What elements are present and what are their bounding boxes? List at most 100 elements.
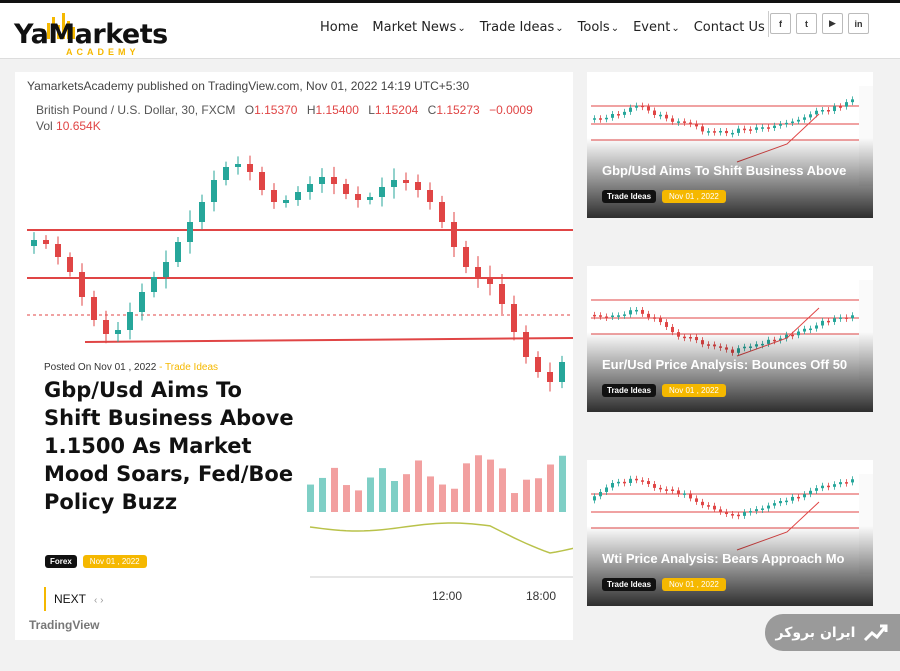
linkedin-icon[interactable]: in: [848, 13, 869, 34]
volume-bar: [535, 478, 542, 512]
mini-candle-body: [803, 117, 806, 120]
pager-arrows-icon[interactable]: ‹ ›: [94, 595, 104, 606]
candle-body: [463, 247, 469, 267]
mini-candle-body: [725, 130, 728, 134]
symbol-ohlc: British Pound / U.S. Dollar, 30, FXCM O1…: [36, 103, 533, 117]
side-post-title[interactable]: Gbp/Usd Aims To Shift Business Above: [602, 163, 847, 178]
oscillator-line: [309, 522, 573, 554]
side-post-card[interactable]: Eur/Usd Price Analysis: Bounces Off 50 T…: [587, 266, 873, 412]
volume-bar: [487, 459, 494, 512]
nav-tools[interactable]: Tools⌄: [577, 20, 620, 35]
mini-candle-body: [671, 326, 674, 333]
mini-candle-body: [653, 110, 656, 115]
candle-body: [403, 180, 409, 183]
candle-body: [79, 272, 85, 297]
mini-candle-body: [713, 505, 716, 510]
mini-candle-body: [629, 478, 632, 483]
mini-candle-body: [653, 484, 656, 488]
mini-candle-body: [821, 485, 824, 489]
mini-candle-body: [845, 482, 848, 484]
next-button[interactable]: NEXT ‹ ›: [44, 587, 103, 611]
candle-body: [211, 180, 217, 202]
side-post-tags: Trade Ideas Nov 01 , 2022: [602, 574, 726, 592]
youtube-icon[interactable]: ▶: [822, 13, 843, 34]
mini-candle-body: [617, 315, 620, 317]
candle-body: [319, 177, 325, 184]
mini-candle-body: [821, 320, 824, 326]
volume-bar: [391, 481, 398, 512]
post-meta: Posted On Nov 01 , 2022 - Trade Ideas: [44, 362, 218, 373]
mini-candle-body: [605, 316, 608, 319]
nav-event[interactable]: Event⌄: [633, 20, 680, 35]
candle-body: [43, 240, 49, 244]
chevron-down-icon: ⌄: [610, 23, 620, 34]
category-badge[interactable]: Trade Ideas: [602, 578, 657, 591]
side-post-card[interactable]: Gbp/Usd Aims To Shift Business Above Tra…: [587, 72, 873, 218]
mini-candle-body: [719, 130, 722, 133]
mini-candle-body: [791, 121, 794, 124]
category-badge[interactable]: Trade Ideas: [602, 384, 657, 397]
volume-bar: [343, 485, 350, 512]
broker-widget[interactable]: ایران بروکر: [765, 614, 900, 651]
mini-candle-body: [761, 508, 764, 510]
mini-candle-body: [827, 485, 830, 488]
mini-candle-body: [707, 131, 710, 133]
mini-candle-body: [743, 512, 746, 516]
mini-candle-body: [647, 106, 650, 111]
site-header: YaMarkets ACADEMY Home Market News⌄ Trad…: [0, 3, 900, 59]
twitter-icon[interactable]: t: [796, 13, 817, 34]
mini-candle-body: [677, 490, 680, 494]
hero-caption-card: Posted On Nov 01 , 2022 - Trade Ideas Gb…: [29, 354, 307, 611]
tradingview-header: YamarketsAcademy published on TradingVie…: [27, 79, 470, 93]
mini-candle-body: [797, 496, 800, 499]
candle-body: [247, 164, 253, 172]
card-shade: [587, 332, 873, 412]
nav-contact-us[interactable]: Contact Us: [693, 20, 765, 35]
mini-candle-body: [623, 481, 626, 484]
side-post-title[interactable]: Wti Price Analysis: Bears Approach Mo: [602, 551, 845, 566]
volume-bar: [559, 455, 566, 512]
candle-body: [475, 267, 481, 277]
mini-candle-body: [797, 119, 800, 122]
side-post-card[interactable]: Wti Price Analysis: Bears Approach Mo Tr…: [587, 460, 873, 606]
logo-subtitle: ACADEMY: [66, 47, 140, 57]
side-post-title[interactable]: Eur/Usd Price Analysis: Bounces Off 50: [602, 357, 848, 372]
mini-candle-body: [593, 314, 596, 317]
volume-bar: [319, 477, 326, 512]
mini-candle-body: [635, 478, 638, 481]
mini-candle-body: [839, 482, 842, 485]
candle-body: [307, 184, 313, 192]
mini-candle-body: [815, 488, 818, 491]
candle-body: [91, 297, 97, 320]
main-nav: Home Market News⌄ Trade Ideas⌄ Tools⌄ Ev…: [320, 18, 779, 37]
candle-body: [427, 190, 433, 202]
tradingview-brand: TradingView: [29, 618, 100, 632]
mini-candle-body: [611, 483, 614, 488]
mini-candle-body: [599, 491, 602, 497]
nav-market-news[interactable]: Market News⌄: [372, 20, 466, 35]
volume-bar: [523, 479, 530, 512]
mini-candle-body: [725, 511, 728, 515]
nav-home[interactable]: Home: [320, 20, 359, 35]
mini-candle-body: [665, 114, 668, 119]
mini-candle-body: [827, 110, 830, 112]
volume-bar: [415, 460, 422, 512]
volume-bar: [379, 468, 386, 512]
mini-candle-body: [605, 117, 608, 120]
candle-body: [31, 240, 37, 246]
category-badge[interactable]: Forex: [45, 555, 77, 568]
mini-candle-body: [833, 484, 836, 487]
candle-body: [151, 277, 157, 292]
mini-candle-body: [635, 309, 638, 312]
hero-title[interactable]: Gbp/Usd Aims To Shift Business Above 1.1…: [44, 378, 294, 514]
category-badge[interactable]: Trade Ideas: [602, 190, 657, 203]
logo-bars-icon: [42, 9, 75, 39]
site-logo[interactable]: YaMarkets ACADEMY: [14, 9, 174, 57]
candle-body: [235, 164, 241, 167]
volume-bar: [355, 490, 362, 512]
nav-trade-ideas[interactable]: Trade Ideas⌄: [479, 20, 564, 35]
hero-post[interactable]: YamarketsAcademy published on TradingVie…: [15, 72, 573, 640]
category-link[interactable]: - Trade Ideas: [159, 362, 218, 373]
mini-candle-body: [659, 318, 662, 323]
facebook-icon[interactable]: f: [770, 13, 791, 34]
